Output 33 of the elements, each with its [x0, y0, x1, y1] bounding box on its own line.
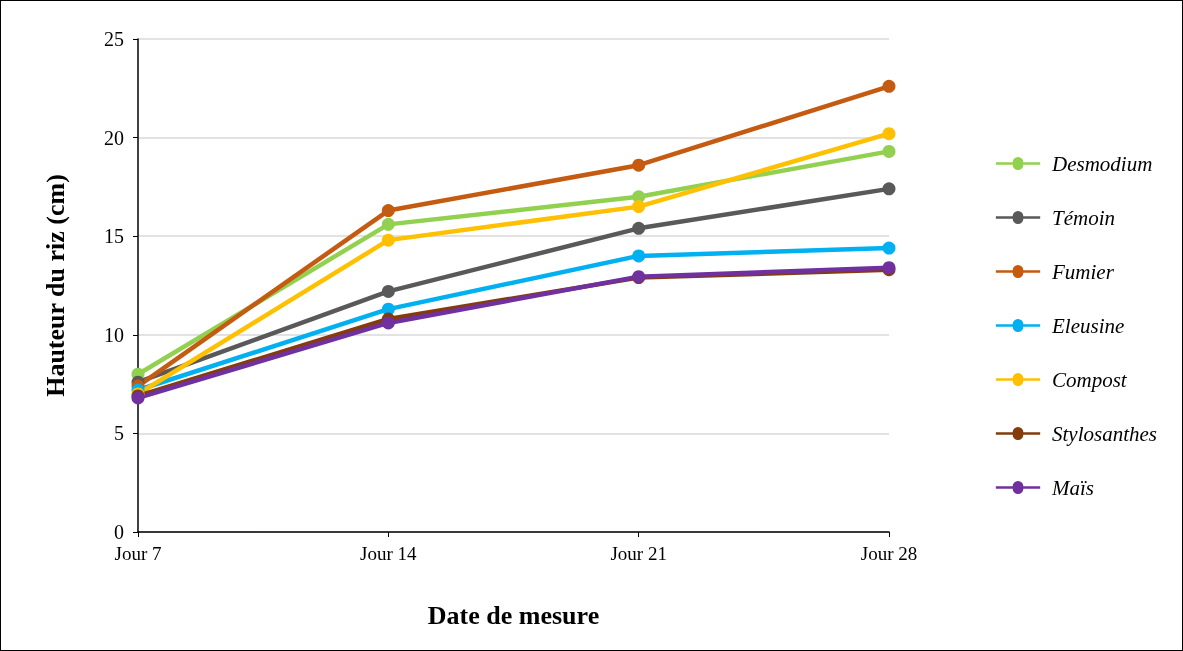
legend-label: Fumier	[1051, 259, 1115, 284]
y-axis-title: Hauteur du riz (cm)	[40, 174, 70, 397]
point	[632, 158, 646, 172]
x-tick-label: Jour 28	[860, 543, 918, 564]
point	[381, 204, 395, 218]
legend-label: Maïs	[1051, 475, 1095, 500]
y-tick-label: 0	[114, 521, 124, 543]
y-tick-label: 25	[104, 28, 124, 50]
x-tick-label: Jour 14	[360, 543, 418, 564]
legend-label: Desmodium	[1051, 151, 1153, 176]
y-tick-label: 15	[104, 225, 124, 248]
y-tick-label: 10	[104, 323, 124, 346]
point	[381, 316, 395, 330]
point	[632, 200, 646, 214]
legend-label: Témoin	[1052, 205, 1116, 230]
legend-label: Eleusine	[1051, 313, 1125, 338]
point	[632, 249, 646, 263]
legend-label: Stylosanthes	[1052, 421, 1158, 446]
x-tick-label: Jour 7	[114, 543, 162, 564]
point	[882, 241, 896, 255]
x-axis-title: Date de mesure	[427, 600, 600, 630]
point	[882, 144, 896, 158]
y-tick-label: 5	[114, 422, 124, 445]
y-tick-label: 20	[104, 126, 124, 149]
point	[381, 217, 395, 231]
point	[632, 221, 646, 235]
point	[381, 284, 395, 298]
legend-label: Compost	[1052, 367, 1128, 392]
point	[882, 182, 896, 196]
point	[882, 127, 896, 141]
point	[381, 233, 395, 247]
x-tick-label: Jour 21	[610, 543, 667, 564]
point	[882, 79, 896, 93]
